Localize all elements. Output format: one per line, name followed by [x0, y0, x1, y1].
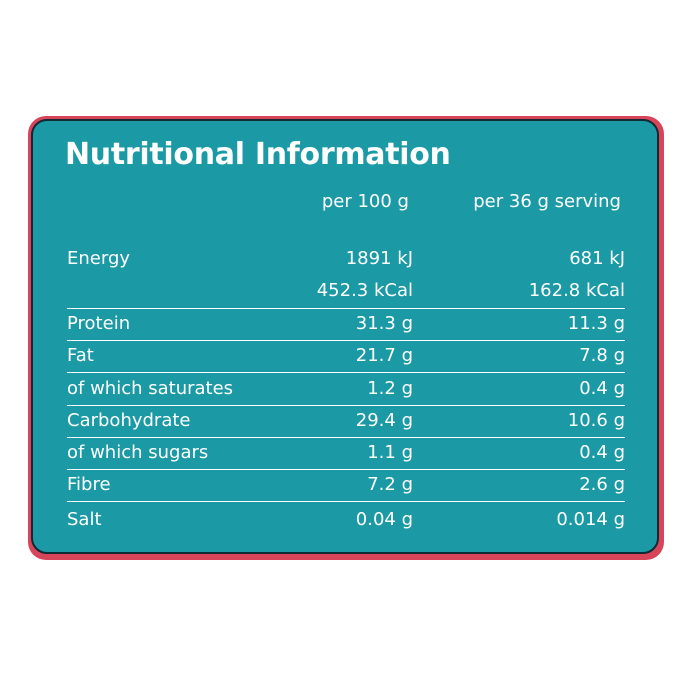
value-per-100g: 1.2 g: [367, 378, 413, 399]
row-divider: [67, 405, 625, 406]
value-per-100g: 21.7 g: [355, 345, 413, 366]
row-protein: Protein 31.3 g 11.3 g: [67, 308, 625, 340]
column-header-per-100g: per 100 g: [321, 191, 409, 212]
row-divider: [67, 501, 625, 502]
value-per-serving: 0.014 g: [556, 509, 625, 530]
row-label: of which sugars: [67, 442, 209, 463]
row-divider: [67, 308, 625, 309]
row-label: Salt: [67, 509, 102, 530]
value-per-serving: 0.4 g: [579, 442, 625, 463]
row-fat: Fat 21.7 g 7.8 g: [67, 340, 625, 372]
nutrition-table: Energy 1891 kJ 681 kJ 452.3 kCal 162.8 k…: [33, 121, 657, 552]
row-label: of which saturates: [67, 378, 234, 399]
column-header-per-serving: per 36 g serving: [473, 191, 621, 212]
value-per-serving: 0.4 g: [579, 378, 625, 399]
value-per-serving: 11.3 g: [567, 313, 625, 334]
row-divider: [67, 437, 625, 438]
row-divider: [67, 372, 625, 373]
row-label: Carbohydrate: [67, 410, 191, 431]
row-fibre: Fibre 7.2 g 2.6 g: [67, 469, 625, 501]
value-per-100g: 452.3 kCal: [316, 280, 413, 301]
value-per-serving: 10.6 g: [567, 410, 625, 431]
panel-title: Nutritional Information: [65, 137, 451, 172]
row-label: Fat: [67, 345, 94, 366]
value-per-100g: 1891 kJ: [345, 248, 413, 269]
row-label: Energy: [67, 248, 131, 269]
row-energy-kcal: 452.3 kCal 162.8 kCal: [67, 275, 625, 307]
value-per-100g: 31.3 g: [355, 313, 413, 334]
row-carbohydrate: Carbohydrate 29.4 g 10.6 g: [67, 405, 625, 437]
value-per-serving: 681 kJ: [569, 248, 625, 269]
value-per-100g: 29.4 g: [355, 410, 413, 431]
value-per-100g: 0.04 g: [355, 509, 413, 530]
row-divider: [67, 340, 625, 341]
row-divider: [67, 469, 625, 470]
row-saturates: of which saturates 1.2 g 0.4 g: [67, 373, 625, 405]
value-per-serving: 162.8 kCal: [528, 280, 625, 301]
value-per-serving: 7.8 g: [579, 345, 625, 366]
nutrition-panel: Nutritional Information per 100 g per 36…: [31, 119, 659, 554]
row-sugars: of which sugars 1.1 g 0.4 g: [67, 437, 625, 469]
row-energy-kj: Energy 1891 kJ 681 kJ: [67, 243, 625, 275]
value-per-serving: 2.6 g: [579, 474, 625, 495]
value-per-100g: 7.2 g: [367, 474, 413, 495]
value-per-100g: 1.1 g: [367, 442, 413, 463]
row-salt: Salt 0.04 g 0.014 g: [67, 504, 625, 536]
row-label: Fibre: [67, 474, 111, 495]
row-label: Protein: [67, 313, 131, 334]
